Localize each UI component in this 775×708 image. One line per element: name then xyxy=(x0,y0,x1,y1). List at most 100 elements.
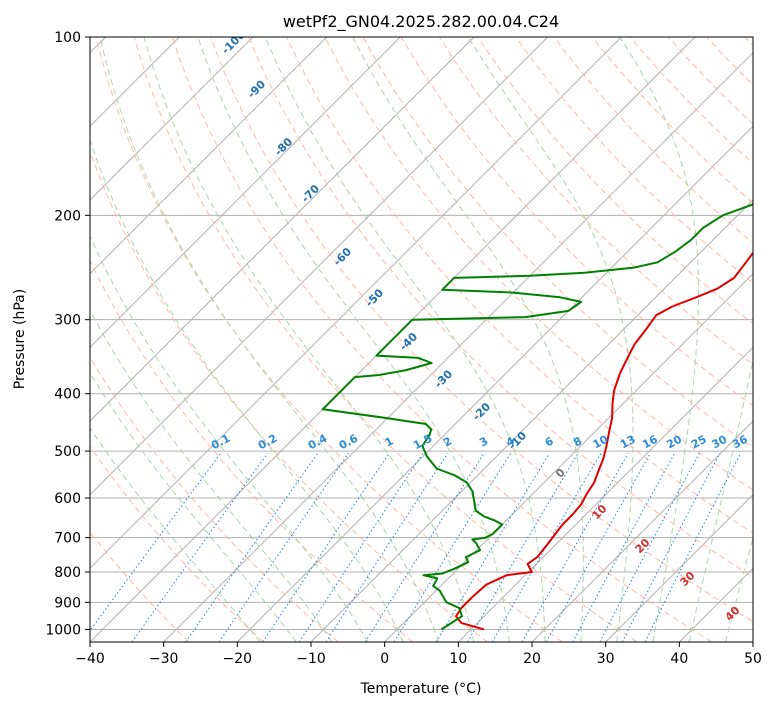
isotherm-line xyxy=(90,37,622,570)
dry-adiabat-label: -60 xyxy=(331,245,354,268)
mixing-ratio-label: 6 xyxy=(543,434,556,449)
x-tick-label: 20 xyxy=(523,651,541,667)
isotherm-line xyxy=(678,567,753,642)
mixing-ratio-line xyxy=(262,452,390,642)
dry-adiabat xyxy=(362,37,753,449)
moist-adiabat xyxy=(90,138,404,642)
x-tick-label: −20 xyxy=(223,651,253,667)
dry-adiabat xyxy=(705,37,753,86)
moist-adiabat xyxy=(467,37,634,642)
dry-adiabat xyxy=(171,37,712,642)
dry-adiabat xyxy=(515,37,753,284)
isotherm-line xyxy=(752,641,753,642)
isotherm-line xyxy=(90,37,475,422)
dry-adiabat-label: -90 xyxy=(245,78,268,101)
dry-adiabat-label: -20 xyxy=(470,400,493,423)
mixing-ratio-line xyxy=(621,452,721,642)
isotherm-line xyxy=(90,37,328,275)
mixing-ratio-label: 16 xyxy=(640,433,660,452)
dry-adiabat xyxy=(743,37,753,47)
x-tick-label: 40 xyxy=(670,651,688,667)
dry-adiabat xyxy=(286,37,753,534)
mixing-ratio-line xyxy=(435,452,551,642)
mixing-ratio-label: 30 xyxy=(710,433,730,452)
isotherm-line xyxy=(90,37,549,496)
mixing-ratio-label: 36 xyxy=(730,433,750,452)
moist-adiabat xyxy=(90,309,333,642)
mixing-ratio-label: 3 xyxy=(477,434,490,449)
y-tick-label: 900 xyxy=(54,595,81,611)
moist-adiabat xyxy=(99,37,439,642)
moist-adiabat xyxy=(197,37,510,642)
dewpoint-line xyxy=(321,202,753,631)
y-tick-label: 800 xyxy=(54,565,81,581)
mixing-ratio-line xyxy=(467,452,579,642)
moist-adiabat xyxy=(725,536,753,642)
y-tick-label: 1000 xyxy=(45,622,81,638)
isotherm-line xyxy=(384,272,753,642)
y-tick-label: 400 xyxy=(54,387,81,403)
moist-adiabat xyxy=(90,371,297,642)
dry-adiabat xyxy=(90,531,190,642)
mixing-ratio-label: 20 xyxy=(664,433,684,452)
y-axis: 1000 900 800 700 600 500 400 300 200 100 xyxy=(45,30,90,638)
dry-adiabat-label: -50 xyxy=(363,286,386,309)
isotherm-line xyxy=(90,37,254,201)
moist-adiabat xyxy=(90,427,261,642)
y-tick-label: 700 xyxy=(54,531,81,547)
chart-title: wetPf2_GN04.2025.282.00.04.C24 xyxy=(283,12,559,32)
moist-adiabat xyxy=(264,37,546,642)
mixing-ratio-line xyxy=(364,452,485,642)
temperature-line xyxy=(455,252,753,631)
moist-adiabat xyxy=(688,358,753,642)
isotherm-line xyxy=(163,51,753,642)
dry-adiabat xyxy=(400,37,753,407)
dry-adiabat-label: -40 xyxy=(397,330,420,353)
x-tick-label: 50 xyxy=(744,651,762,667)
dry-adiabat-label: -70 xyxy=(299,182,322,205)
moist-adiabat-label: 10 xyxy=(590,502,610,522)
dry-adiabat xyxy=(90,259,414,642)
mixing-ratio-line xyxy=(491,452,602,642)
x-tick-label: 10 xyxy=(449,651,467,667)
moist-adiabat xyxy=(619,37,699,642)
x-axis-label: Temperature (°C) xyxy=(360,681,482,697)
mixing-ratio-line xyxy=(131,452,269,642)
plot-frame xyxy=(89,36,754,643)
mixing-ratio-line xyxy=(90,452,222,632)
mixing-ratio-label: 13 xyxy=(618,433,638,452)
dry-adiabat xyxy=(90,150,488,642)
mixing-ratio-line xyxy=(325,452,449,642)
moist-adiabat xyxy=(90,234,369,642)
x-tick-label: −40 xyxy=(75,651,105,667)
profile-lines xyxy=(321,202,753,631)
x-axis: −40 −30 −20 −10 0 10 20 30 40 50 xyxy=(75,642,762,667)
dry-adiabat xyxy=(248,37,753,578)
mixing-ratio-line xyxy=(298,452,424,642)
dry-adiabat xyxy=(438,37,753,366)
mixing-ratio-line xyxy=(644,452,742,642)
moist-adiabat-label: 0 xyxy=(553,466,568,481)
y-tick-label: 500 xyxy=(54,444,81,460)
isotherm-line xyxy=(236,125,753,642)
mixing-ratio-label: 25 xyxy=(689,433,709,452)
y-tick-label: 600 xyxy=(54,491,81,507)
dry-adiabat xyxy=(133,37,638,642)
dry-adiabat-label: -100 xyxy=(219,28,248,57)
chart-grid xyxy=(90,37,753,642)
mixing-ratio-label: 1 xyxy=(383,434,396,449)
moist-adiabat-label: 40 xyxy=(723,604,743,624)
dry-adiabat xyxy=(209,37,753,623)
x-tick-label: 0 xyxy=(380,651,389,667)
moist-adiabat xyxy=(352,37,584,642)
mixing-ratio-label: 1.5 xyxy=(411,432,434,453)
dry-adiabat xyxy=(553,37,753,244)
isotherm-line xyxy=(531,420,753,642)
moist-adiabat xyxy=(143,37,475,642)
y-axis-label: Pressure (hPa) xyxy=(12,289,28,389)
y-tick-label: 100 xyxy=(54,30,81,46)
dry-adiabat xyxy=(90,356,339,642)
dry-adiabat-label: -80 xyxy=(272,135,295,158)
mixing-ratio-line xyxy=(218,452,350,642)
